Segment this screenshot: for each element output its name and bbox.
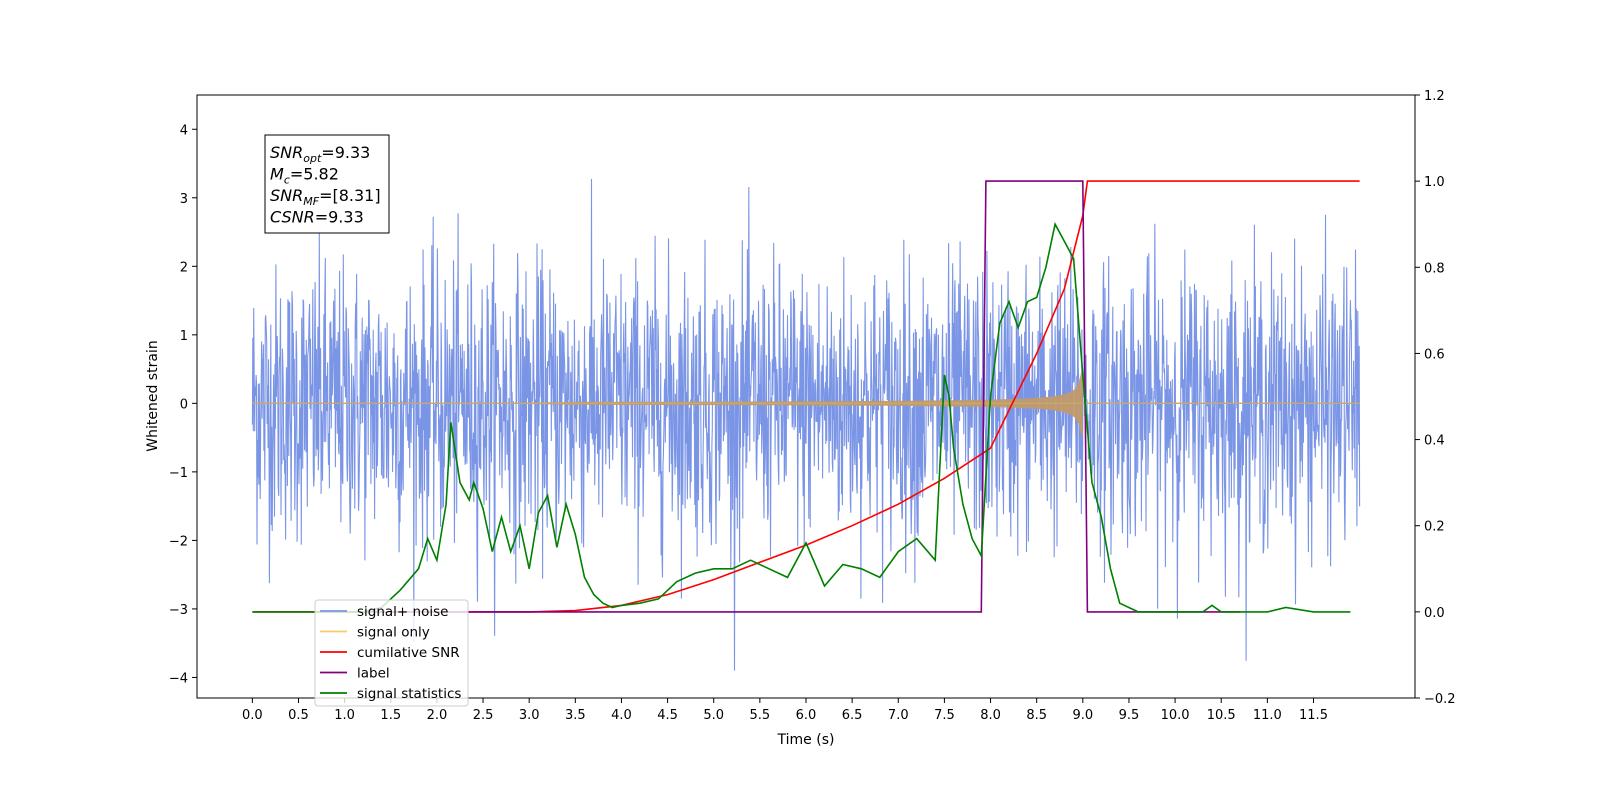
y-axis-label: Whitened strain bbox=[145, 340, 161, 451]
y-tick-label: −2 bbox=[169, 534, 188, 549]
stat-subscript: MF bbox=[303, 195, 319, 208]
series-layer bbox=[251, 178, 1361, 671]
legend-frame bbox=[314, 599, 469, 707]
legend-label: signal statistics bbox=[357, 686, 461, 702]
y2-tick-label: 1.0 bbox=[1424, 175, 1445, 190]
x-tick-label: 7.0 bbox=[888, 708, 909, 723]
stats-line: CSNR=9.33 bbox=[270, 208, 364, 227]
y-tick-label: 3 bbox=[180, 192, 188, 207]
x-tick-label: 8.0 bbox=[980, 708, 1001, 723]
stat-subscript: opt bbox=[303, 152, 322, 165]
x-tick-label: 4.5 bbox=[657, 708, 678, 723]
x-tick-label: 8.5 bbox=[1026, 708, 1047, 723]
stat-symbol: SNR bbox=[270, 186, 303, 205]
y2-tick-label: 0.8 bbox=[1424, 261, 1445, 276]
legend-label: signal+ noise bbox=[357, 604, 448, 620]
legend-label: label bbox=[357, 666, 390, 682]
x-tick-label: 4.0 bbox=[611, 708, 632, 723]
stats-line: SNRMF=[8.31] bbox=[270, 186, 381, 208]
series-line-signal-statistics bbox=[252, 221, 1351, 613]
y-tick-label: −4 bbox=[169, 671, 188, 686]
stat-symbol: M bbox=[270, 165, 284, 184]
stat-symbol: SNR bbox=[270, 143, 303, 162]
x-tick-label: 3.0 bbox=[519, 708, 540, 723]
y2-tick-label: 0.4 bbox=[1424, 434, 1445, 449]
legend: signal+ noise signal only cumilative SNR la… bbox=[314, 599, 469, 707]
series-line-label bbox=[317, 180, 1240, 613]
x-tick-label: 2.5 bbox=[473, 708, 494, 723]
y-tick-label: 1 bbox=[180, 329, 188, 344]
x-tick-label: 6.5 bbox=[842, 708, 863, 723]
x-tick-label: 9.5 bbox=[1119, 708, 1140, 723]
legend-label: cumilative SNR bbox=[357, 645, 460, 661]
y2-tick-label: 1.2 bbox=[1424, 89, 1445, 104]
stats-line: SNRopt=9.33 bbox=[270, 143, 370, 165]
y2-tick-label: 0.6 bbox=[1424, 347, 1445, 362]
stat-value: =9.33 bbox=[321, 143, 370, 162]
x-tick-label: 11.0 bbox=[1253, 708, 1282, 723]
x-tick-label: 9.0 bbox=[1072, 708, 1093, 723]
series-line-signal-noise bbox=[251, 178, 1361, 671]
y-tick-label: 0 bbox=[180, 397, 188, 412]
x-axis-label: Time (s) bbox=[777, 732, 835, 748]
y2-tick-label: 0.2 bbox=[1424, 520, 1445, 535]
stats-box-frame bbox=[264, 134, 390, 234]
x-tick-label: 6.0 bbox=[796, 708, 817, 723]
y-tick-label: −1 bbox=[169, 466, 188, 481]
x-tick-label: 10.0 bbox=[1161, 708, 1190, 723]
x-tick-label: 7.5 bbox=[934, 708, 955, 723]
x-tick-label: 3.5 bbox=[565, 708, 586, 723]
stat-symbol: CSNR bbox=[270, 208, 315, 227]
x-tick-label: 2.0 bbox=[427, 708, 448, 723]
stat-value: =[8.31] bbox=[319, 186, 381, 205]
stat-subscript: c bbox=[284, 174, 290, 187]
y-tick-label: 4 bbox=[180, 123, 188, 138]
x-tick-label: 0.5 bbox=[288, 708, 309, 723]
x-tick-label: 1.5 bbox=[380, 708, 401, 723]
stat-value: =9.33 bbox=[315, 208, 364, 227]
y2-tick-label: −0.2 bbox=[1424, 692, 1456, 707]
x-tick-label: 10.5 bbox=[1207, 708, 1236, 723]
y-tick-label: −3 bbox=[169, 603, 188, 618]
x-tick-label: 0.0 bbox=[242, 708, 263, 723]
x-tick-label: 11.5 bbox=[1299, 708, 1328, 723]
x-tick-label: 1.0 bbox=[334, 708, 355, 723]
x-tick-label: 5.0 bbox=[703, 708, 724, 723]
y-axis-left: 4 3 2 1 0 −1 −2 −3 −4 bbox=[169, 123, 197, 686]
series-line-cumilative-snr bbox=[252, 180, 1360, 613]
y-tick-label: 2 bbox=[180, 260, 188, 275]
legend-label: signal only bbox=[357, 625, 430, 641]
stats-line: Mc=5.82 bbox=[270, 165, 339, 187]
y2-tick-label: 0.0 bbox=[1424, 606, 1445, 621]
x-axis: 0.0 0.5 1.0 1.5 2.0 2.5 3.0 3.5 4.0 4.5 5.0 5.5 6.0 6… bbox=[242, 698, 1328, 723]
x-tick-label: 5.5 bbox=[750, 708, 771, 723]
stat-value: =5.82 bbox=[290, 165, 339, 184]
y-axis-right: 1.2 1.0 0.8 0.6 0.4 0.2 0.0 −0.2 bbox=[1415, 89, 1456, 707]
